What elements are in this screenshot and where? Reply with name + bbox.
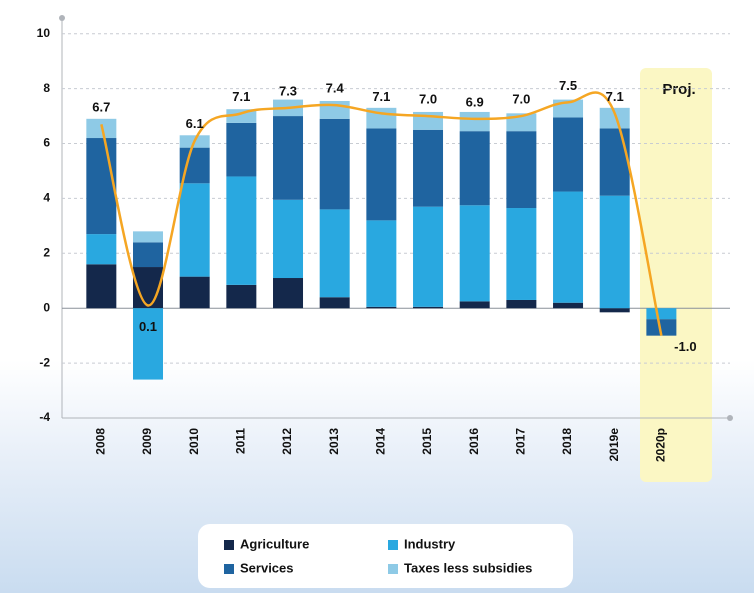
data-label: 6.9 [466,94,484,109]
y-tick-label: 0 [43,300,50,314]
legend-swatch [224,564,234,574]
legend-label: Industry [404,536,456,551]
bar-segment [553,191,584,303]
bar-segment [553,117,584,192]
legend-label: Agriculture [240,536,309,551]
data-label: 6.7 [92,100,110,115]
bar-segment [86,264,117,309]
bar-segment [366,220,397,307]
bar-segment [86,234,117,265]
x-tick-label: 2010 [187,428,201,455]
x-tick-label: 2015 [420,428,434,455]
bar-segment [646,319,677,336]
projection-band [640,68,712,482]
bar-segment [226,109,257,123]
bar-segment [646,308,677,320]
legend [198,524,573,588]
bar-segment [366,128,397,221]
y-tick-label: 2 [43,245,50,259]
bar-segment [179,183,210,277]
bar-segment [506,299,537,309]
annotation: Proj. [662,81,695,98]
legend-swatch [224,540,234,550]
x-tick-label: 2019e [607,428,621,462]
bar-segment [133,308,164,380]
data-label: 7.0 [419,92,437,107]
x-tick-label: 2008 [94,428,108,455]
bar-segment [506,131,537,209]
x-tick-label: 2018 [560,428,574,455]
bar-segment [459,111,490,132]
data-label: 7.1 [232,89,250,104]
bar-segment [366,306,397,309]
bar-segment [553,302,584,309]
y-tick-label: 10 [37,26,51,40]
x-tick-label: 2014 [374,428,388,455]
bar-segment [599,308,630,313]
x-tick-label: 2011 [234,428,248,454]
bar-segment [273,116,304,200]
bar-segment [413,206,444,307]
bar-segment [459,131,490,206]
x-tick-label: 2012 [280,428,294,455]
data-label: 0.1 [139,319,157,334]
legend-label: Taxes less subsidies [404,560,532,575]
axis-end [727,415,733,421]
bar-segment [319,297,350,309]
bar-segment [273,278,304,309]
x-tick-label: 2013 [327,428,341,455]
legend-label: Services [240,560,294,575]
x-tick-label: 2009 [140,428,154,455]
legend-swatch [388,540,398,550]
y-tick-label: 8 [43,81,50,95]
data-label: 6.1 [186,116,204,131]
data-label: 7.3 [279,83,297,98]
y-tick-label: 6 [43,136,50,150]
growth-line [100,91,663,336]
bar-segment [226,122,257,177]
bar-segment [319,209,350,298]
bar-segment [226,176,257,285]
y-tick-label: -2 [39,355,50,369]
y-tick-label: -4 [39,410,50,424]
bar-segment [599,128,630,196]
y-tick-label: 4 [43,191,50,205]
x-tick-label: 2020p [654,428,668,462]
bar-segment [179,276,210,309]
legend-swatch [388,564,398,574]
bar-segment [319,100,350,119]
data-label: 7.1 [606,89,624,104]
bar-segment [133,231,164,243]
bar-segment [86,138,117,235]
data-label: -1.0 [674,339,696,354]
data-label: 7.5 [559,78,577,93]
bar-segment [506,208,537,300]
bar-segment [459,301,490,309]
axis-end [59,15,65,21]
bar-segment [133,242,164,268]
bar-segment [226,284,257,309]
data-label: 7.0 [512,92,530,107]
bar-segment [599,107,630,129]
bar-segment [413,129,444,207]
data-label: 7.1 [372,89,390,104]
x-tick-label: 2016 [467,428,481,455]
bar-segment [599,195,630,309]
bar-segment [273,199,304,279]
bar-segment [413,306,444,309]
bar-segment [319,118,350,210]
x-tick-label: 2017 [514,428,528,455]
data-label: 7.4 [326,81,345,96]
bar-segment [459,205,490,302]
